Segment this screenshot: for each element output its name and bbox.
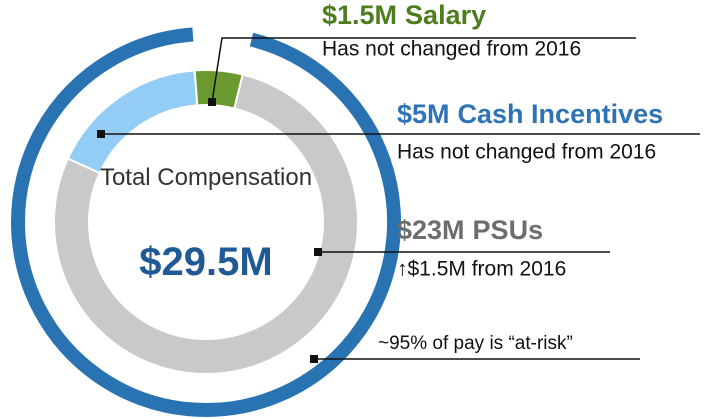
slice-note: Has not changed from 2016: [397, 141, 656, 164]
leader-dot: [208, 98, 216, 106]
donut-slice: [53, 73, 359, 375]
slice-name: Salary: [405, 0, 486, 30]
leader-line: [211, 37, 636, 103]
center-label: Total Compensation: [99, 164, 313, 191]
slice-value-label: $5M: [397, 99, 450, 129]
slice-name: PSUs: [473, 215, 544, 245]
at-risk-ring: [11, 27, 401, 417]
leader-dot: [310, 355, 318, 363]
slice-value-label: $23M: [397, 215, 465, 245]
donut-slice: [66, 69, 199, 175]
slice-value-label: $1.5M: [322, 0, 397, 30]
slice-title: $23M PSUs: [397, 215, 543, 245]
at-risk-label: ~95% of pay is “at-risk”: [378, 333, 573, 354]
leader-dot: [97, 130, 105, 138]
slice-title: $1.5M Salary: [322, 0, 486, 30]
slice-note: Has not changed from 2016: [322, 38, 581, 61]
slice-name: Cash Incentives: [458, 99, 664, 129]
slice-note: ↑$1.5M from 2016: [397, 258, 566, 281]
slice-title: $5M Cash Incentives: [397, 99, 663, 129]
total-value: $29.5M: [139, 240, 273, 284]
leader-dot: [314, 248, 322, 256]
